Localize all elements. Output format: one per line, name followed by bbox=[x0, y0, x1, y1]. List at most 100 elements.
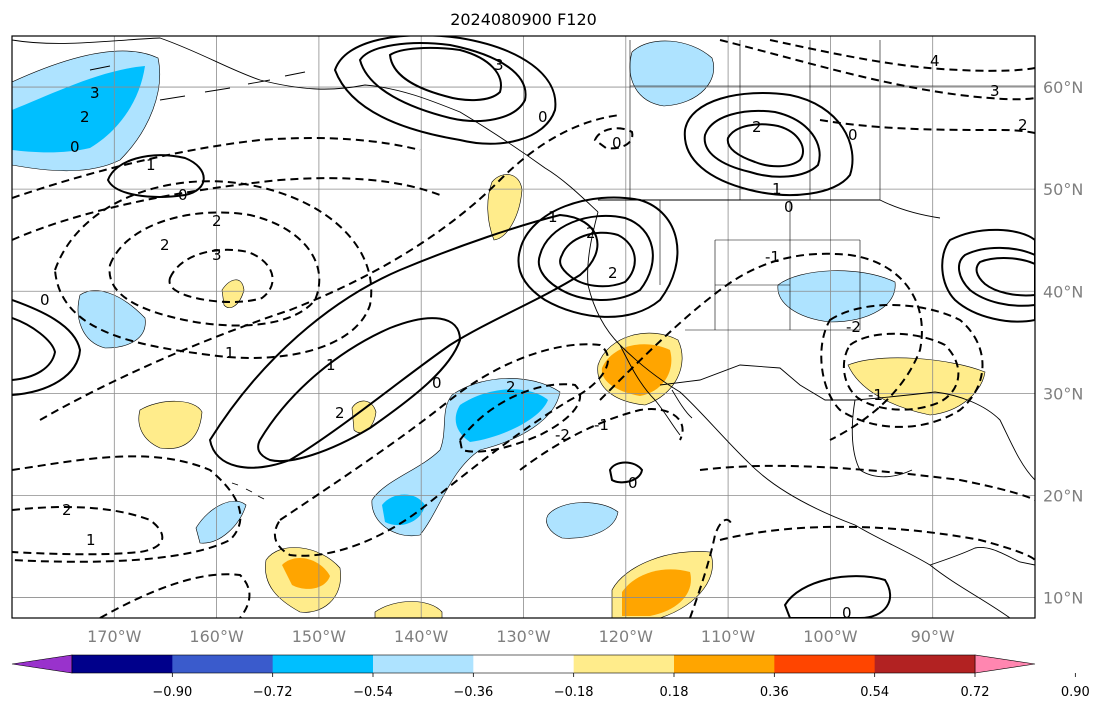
contour-positive-subtropical-ridge-inner bbox=[257, 317, 462, 462]
colorbar-segment bbox=[473, 655, 575, 673]
contour-label: -1 bbox=[868, 386, 883, 404]
contour-lines-negative bbox=[12, 39, 1035, 618]
hawaiian-islands bbox=[231, 482, 265, 500]
contour-negative-subtropical-2 bbox=[12, 506, 164, 556]
central-america-coast bbox=[929, 547, 1035, 566]
contour-label: 2 bbox=[212, 212, 222, 230]
colorbar-segment bbox=[172, 655, 274, 673]
latitude-tick-label: 40°N bbox=[1043, 282, 1083, 301]
colorbar-segment bbox=[272, 655, 374, 673]
contour-negative-baja-2 bbox=[689, 518, 733, 618]
latitude-tick-label: 30°N bbox=[1043, 384, 1083, 403]
longitude-tick-label: 160°W bbox=[189, 627, 244, 646]
contour-positive-east-coast-3 bbox=[975, 257, 1035, 297]
contour-negative-gulf-1 bbox=[820, 304, 984, 428]
contour-label: 2 bbox=[752, 118, 762, 136]
map-frame bbox=[11, 35, 1036, 619]
contour-label: 0 bbox=[538, 108, 548, 126]
contour-positive-west-edge-2 bbox=[12, 317, 57, 381]
contour-label: 0 bbox=[612, 134, 622, 152]
contour-positive-east-coast-2 bbox=[958, 246, 1035, 307]
longitude-tick-label: 100°W bbox=[803, 627, 858, 646]
neg-anomaly-northwest-core bbox=[12, 66, 145, 153]
contour-positive-pacific-nw-2 bbox=[537, 214, 654, 301]
contour-negative-west-low-1 bbox=[53, 180, 373, 359]
colorbar-tick-label: 0.18 bbox=[660, 685, 689, 700]
contour-label: 2 bbox=[335, 404, 345, 422]
contour-label: 2 bbox=[62, 501, 72, 519]
contour-negative-tropical-band-1 bbox=[273, 343, 610, 557]
us-mexico-border bbox=[659, 364, 855, 401]
contour-label: 1 bbox=[326, 356, 336, 374]
contour-label: 2 bbox=[160, 236, 170, 254]
colorbar-segment bbox=[573, 655, 675, 673]
contour-negative-northeast-3 bbox=[819, 119, 1035, 134]
contour-negative-subtropical-1 bbox=[12, 455, 242, 563]
colorbar-segment bbox=[373, 655, 474, 673]
graticule-grid bbox=[12, 36, 1035, 618]
contour-label: -2 bbox=[555, 426, 570, 444]
map-plot-area: 3 2 0 1 0 2 2 3 0 1 1 2 0 2 2 1 3 0 0 1 … bbox=[12, 36, 1035, 622]
longitude-tick-label: 170°W bbox=[87, 627, 142, 646]
alaska-coastline bbox=[12, 37, 599, 213]
neg-anomaly-hawaii-sw bbox=[195, 500, 247, 544]
baja-california-coast bbox=[619, 344, 693, 436]
latitude-labels: 10°N 20°N 30°N 40°N 50°N 60°N bbox=[1043, 78, 1083, 608]
contour-positive-pacific-nw-1 bbox=[517, 196, 679, 318]
map-title: 2024080900 F120 bbox=[450, 10, 597, 29]
contour-label: 3 bbox=[212, 246, 222, 264]
contour-negative-northeast-1 bbox=[719, 39, 1035, 101]
longitude-labels: 170°W 160°W 150°W 140°W 130°W 120°W 110°W 100°W… bbox=[87, 627, 955, 646]
colorbar-segment bbox=[72, 655, 173, 673]
longitude-tick-label: 90°W bbox=[911, 627, 955, 646]
neg-anomaly-central-pacific-west bbox=[77, 290, 146, 349]
contour-positive-south-central bbox=[783, 575, 891, 618]
contour-negative-north-center bbox=[593, 127, 634, 150]
canadian-provinces bbox=[629, 40, 1035, 200]
colorbar-segment bbox=[674, 655, 775, 673]
contour-label: 1 bbox=[548, 208, 558, 226]
shaded-anomaly-fields bbox=[12, 40, 986, 618]
colorbar-tick-label: −0.36 bbox=[453, 685, 493, 700]
contour-label: 3 bbox=[990, 82, 1000, 100]
contour-label: 0 bbox=[842, 604, 852, 622]
contour-negative-west-low-3 bbox=[168, 248, 274, 303]
contour-negative-east-far-south bbox=[719, 525, 1035, 561]
colorbar-tick-label: 0.72 bbox=[961, 685, 990, 700]
colorbar-segment bbox=[874, 655, 976, 673]
colorbar-segment bbox=[774, 655, 876, 673]
pos-anomaly-hawaii-west bbox=[138, 400, 203, 449]
contour-positive-aleutian-high bbox=[106, 154, 205, 198]
contour-label: 0 bbox=[178, 186, 188, 204]
colorbar-tick-label: 0.36 bbox=[760, 685, 789, 700]
contour-negative-tropical-band-2 bbox=[458, 383, 581, 453]
contour-label: 4 bbox=[930, 52, 940, 70]
contour-lines bbox=[12, 36, 1035, 618]
contour-label: 1 bbox=[146, 156, 156, 174]
longitude-tick-label: 110°W bbox=[701, 627, 756, 646]
aleutian-islands bbox=[89, 65, 306, 101]
contour-positive-gulf-alaska-3 bbox=[388, 46, 502, 102]
contour-negative-east-south bbox=[699, 464, 1035, 501]
colorbar-outline bbox=[71, 654, 976, 674]
pos-anomaly-far-south bbox=[374, 601, 443, 618]
colorbar-tick-label: −0.54 bbox=[353, 685, 393, 700]
neg-anomaly-subtropical-core bbox=[455, 389, 548, 442]
longitude-tick-label: 120°W bbox=[599, 627, 654, 646]
neg-anomaly-great-plains bbox=[777, 270, 896, 323]
us-canada-border bbox=[598, 199, 941, 219]
contour-label: 2 bbox=[506, 378, 516, 396]
contour-positive-canada-high-2 bbox=[703, 109, 821, 178]
latitude-tick-label: 60°N bbox=[1043, 78, 1083, 97]
contour-label: 0 bbox=[628, 474, 638, 492]
contour-negative-northwest-2 bbox=[12, 137, 421, 199]
contour-label: 0 bbox=[432, 374, 442, 392]
contour-label: 0 bbox=[40, 291, 50, 309]
pos-anomaly-small-west bbox=[221, 279, 245, 309]
colorbar-extend-min bbox=[11, 654, 73, 674]
longitude-tick-label: 140°W bbox=[394, 627, 449, 646]
contour-negative-mid-pacific-trough bbox=[39, 114, 621, 421]
contour-negative-east-coast-trough bbox=[599, 252, 923, 441]
colorbar: −0.90 −0.72 −0.54 −0.36 −0.18 0.18 0.36 0.54 0.7… bbox=[11, 654, 1090, 700]
